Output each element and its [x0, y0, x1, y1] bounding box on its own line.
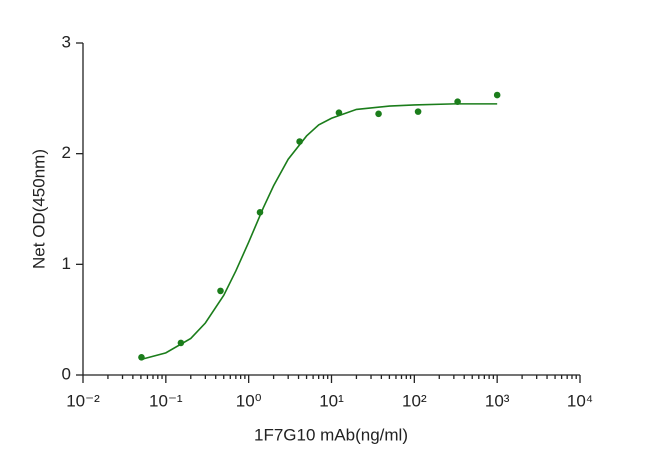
- x-tick-label: 10³: [485, 391, 510, 410]
- fit-curve: [140, 103, 498, 361]
- x-tick-label: 10⁰: [236, 391, 262, 410]
- y-tick-label: 2: [62, 143, 71, 162]
- x-tick-label: 10⁻²: [66, 391, 100, 410]
- data-point: [138, 353, 145, 361]
- x-tick-label: 10¹: [319, 391, 344, 410]
- y-tick-label: 1: [62, 254, 71, 273]
- data-point: [375, 110, 382, 118]
- data-point: [256, 209, 264, 216]
- data-point: [217, 287, 224, 295]
- data-point: [335, 109, 343, 117]
- y-tick-label: 3: [62, 32, 71, 51]
- data-point: [454, 98, 461, 105]
- data-point: [493, 91, 501, 99]
- data-point: [296, 138, 303, 145]
- y-axis-label: Net OD(450nm): [29, 149, 48, 269]
- data-point: [177, 339, 185, 347]
- x-tick-label: 10⁴: [567, 391, 593, 410]
- y-tick-label: 0: [62, 364, 71, 383]
- data-point: [414, 108, 422, 115]
- x-axis-label: 1F7G10 mAb(ng/ml): [254, 425, 408, 444]
- x-tick-label: 10⁻¹: [149, 391, 183, 410]
- x-tick-label: 10²: [402, 391, 427, 410]
